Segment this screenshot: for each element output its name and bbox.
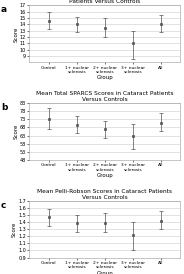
X-axis label: Group: Group xyxy=(96,75,113,80)
Y-axis label: Score: Score xyxy=(12,221,17,237)
X-axis label: Group: Group xyxy=(96,173,113,178)
Y-axis label: Score: Score xyxy=(13,124,18,139)
X-axis label: Group: Group xyxy=(96,271,113,274)
Title: Mean Pelli-Robson Scores in Cataract Patients
Versus Controls: Mean Pelli-Robson Scores in Cataract Pat… xyxy=(37,189,172,200)
Title: Mean Total SPARCS Scores in Cataract Patients
Versus Controls: Mean Total SPARCS Scores in Cataract Pat… xyxy=(36,91,174,102)
Y-axis label: Score: Score xyxy=(13,26,18,42)
Text: c: c xyxy=(1,201,6,210)
Text: a: a xyxy=(1,5,7,15)
Title: Mean Central SPARCS Scores in Cataract
Patients Versus Controls: Mean Central SPARCS Scores in Cataract P… xyxy=(45,0,165,4)
Text: b: b xyxy=(1,103,7,112)
